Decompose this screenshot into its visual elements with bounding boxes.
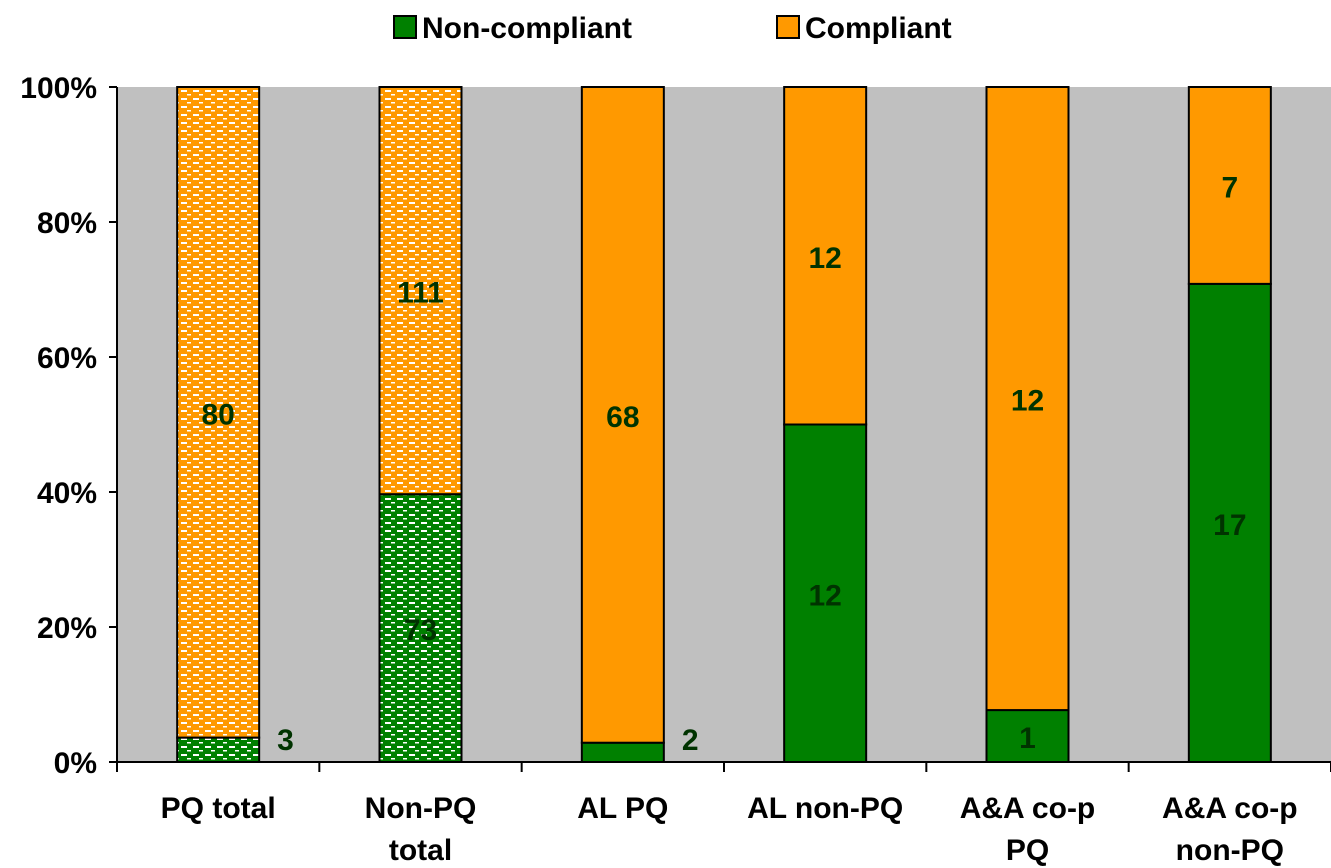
x-axis-category-label: A&A co-p bbox=[960, 792, 1096, 825]
legend-label-compliant: Compliant bbox=[805, 12, 952, 45]
x-axis-category-label: A&A co-p bbox=[1162, 792, 1298, 825]
value-labels-layer: 3 80 73 111 2 68 12 12 1 12 17 7 bbox=[201, 171, 1246, 757]
legend-swatch-non-compliant bbox=[393, 15, 417, 39]
data-label-non-compliant: 3 bbox=[277, 724, 294, 757]
y-axis-tick-label: 40% bbox=[37, 477, 97, 510]
data-label-compliant: 68 bbox=[606, 401, 639, 434]
y-axis-tick-label: 0% bbox=[54, 747, 97, 780]
x-axis-category-label: AL non-PQ bbox=[747, 792, 903, 825]
legend-swatch-compliant bbox=[776, 15, 800, 39]
bar-non-compliant bbox=[176, 736, 261, 764]
x-axis-category-label: PQ total bbox=[161, 792, 276, 825]
legend: Non-compliant Compliant bbox=[393, 12, 952, 45]
bar-compliant bbox=[378, 86, 463, 496]
bar-compliant bbox=[176, 86, 261, 739]
x-axis-ticks bbox=[116, 762, 1331, 772]
data-label-compliant: 80 bbox=[201, 398, 234, 431]
bar-compliant bbox=[985, 86, 1070, 712]
legend-label-non-compliant: Non-compliant bbox=[422, 12, 632, 45]
bar-compliant bbox=[1187, 86, 1272, 285]
y-axis-tick-label: 100% bbox=[20, 72, 97, 105]
x-axis-category-label: total bbox=[389, 834, 452, 867]
x-axis-category-label: Non-PQ bbox=[365, 792, 477, 825]
y-axis-tick-label: 20% bbox=[37, 612, 97, 645]
data-label-non-compliant: 17 bbox=[1213, 509, 1246, 542]
data-label-non-compliant: 73 bbox=[404, 614, 437, 647]
data-label-non-compliant: 12 bbox=[808, 579, 841, 612]
bar-non-compliant bbox=[580, 741, 665, 764]
x-axis-category-label: PQ bbox=[1006, 834, 1049, 867]
data-label-compliant: 7 bbox=[1221, 171, 1238, 204]
y-axis-tick-label: 80% bbox=[37, 207, 97, 240]
data-label-non-compliant: 1 bbox=[1019, 722, 1036, 755]
bar-compliant bbox=[580, 86, 665, 744]
data-label-non-compliant: 2 bbox=[682, 724, 699, 757]
data-label-compliant: 111 bbox=[397, 277, 444, 310]
plot-area bbox=[117, 87, 1331, 762]
y-axis-tick-label: 60% bbox=[37, 342, 97, 375]
bar-compliant bbox=[783, 86, 868, 426]
x-axis-category-label: non-PQ bbox=[1176, 834, 1284, 867]
y-axis-ticks: 0% 20% 40% 60% 80% 100% bbox=[20, 72, 117, 780]
x-axis-labels: PQ total Non-PQ total AL PQ AL non-PQ A&A co-… bbox=[161, 792, 1298, 867]
bars-layer bbox=[176, 86, 1272, 764]
x-axis-category-label: AL PQ bbox=[577, 792, 668, 825]
data-label-compliant: 12 bbox=[1011, 385, 1044, 418]
bar-non-compliant bbox=[985, 709, 1070, 763]
data-label-compliant: 12 bbox=[808, 242, 841, 275]
